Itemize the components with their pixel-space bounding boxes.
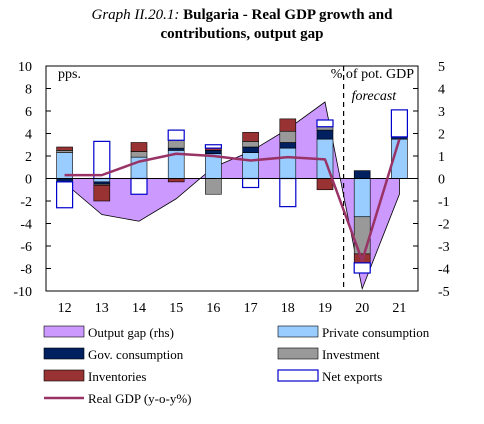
bar-net-exports-12 [55,181,74,209]
bar-private-consumption-17 [242,152,259,179]
bar-inventories-12 [56,146,73,151]
right-tick-label--4: -4 [438,263,450,278]
chart-title-line1: Bulgaria - Real GDP growth and [183,7,393,23]
left-tick-label-2: 2 [25,150,32,165]
x-tick-label-18: 18 [281,301,295,316]
real-gdp-line [64,138,401,262]
legend-label-gov-consumption: Gov. consumption [88,347,184,362]
x-tick-label-13: 13 [95,301,109,316]
bar-gov-consumption-20 [353,170,371,179]
left-tick-label--8: -8 [20,263,32,278]
forecast-label: forecast [352,89,398,104]
bar-private-consumption-20 [353,178,371,218]
right-tick-label-1: 1 [438,150,445,165]
right-tick-label-3: 3 [438,105,445,120]
legend-swatch-inventories [43,369,85,382]
bar-inventories-14 [130,142,148,152]
bar-net-exports-18 [279,177,297,208]
legend-swatch-private-consumption [277,325,319,338]
right-tick-label--2: -2 [438,218,450,233]
legend-label-net-exports: Net exports [322,369,382,384]
x-tick-label-16: 16 [206,301,220,316]
chart-title: Graph II.20.1: Bulgaria - Real GDP growt… [0,6,484,44]
right-tick-label--5: -5 [438,285,450,300]
x-tick-label-20: 20 [355,301,369,316]
left-tick-label--10: -10 [13,285,32,300]
right-tick-label--3: -3 [438,240,450,255]
legend-label-private-consumption: Private consumption [322,325,430,340]
bar-investment-14 [130,151,148,158]
left-tick-label--2: -2 [20,195,32,210]
bar-gov-consumption-18 [279,142,297,149]
legend-label-investment: Investment [322,347,380,362]
bar-inventories-18 [279,118,297,132]
bar-gov-consumption-19 [316,129,334,140]
bar-net-exports-19 [316,119,334,128]
legend-swatch-net-exports [277,369,319,382]
left-tick-label-6: 6 [25,105,32,120]
chart-title-number: Graph II.20.1: [91,7,180,23]
legend-label-output-gap-rhs: Output gap (rhs) [88,325,174,340]
x-tick-label-14: 14 [132,301,146,316]
x-tick-label-12: 12 [58,301,72,316]
right-tick-label-4: 4 [438,83,445,98]
bar-investment-18 [279,130,297,143]
bar-inventories-15 [167,178,185,183]
right-tick-label-0: 0 [438,173,445,188]
right-tick-label-2: 2 [438,128,445,143]
right-tick-label-5: 5 [438,60,445,75]
right-tick-label--1: -1 [438,195,450,210]
bar-investment-15 [167,139,185,149]
bar-gov-consumption-13 [93,181,111,185]
legend-swatch-investment [277,347,319,360]
output-gap-area [64,101,400,291]
bar-inventories-19 [316,178,334,191]
bar-gov-consumption-16 [205,150,222,155]
bar-net-exports-14 [130,177,148,195]
x-tick-label-19: 19 [318,301,332,316]
bar-net-exports-20 [353,262,371,274]
bar-net-exports-16 [204,144,222,149]
x-tick-label-17: 17 [244,301,258,316]
left-tick-label-8: 8 [25,83,32,98]
bar-inventories-13 [93,184,111,202]
bar-net-exports-15 [167,129,185,141]
bar-private-consumption-18 [279,147,297,179]
bar-investment-12 [56,150,73,153]
bar-investment-16 [205,178,222,195]
bar-net-exports-17 [242,177,260,189]
left-tick-label-10: 10 [18,60,32,75]
legend-swatch-output-gap-rhs [43,325,85,338]
x-tick-label-15: 15 [169,301,183,316]
bar-inventories-17 [242,132,259,142]
bar-investment-17 [242,141,259,148]
x-tick-label-21: 21 [392,301,406,316]
bar-gov-consumption-17 [242,146,259,153]
left-tick-label-0: 0 [25,173,32,188]
chart-title-line2: contributions, output gap [160,26,324,42]
legend-swatch-gov-consumption [43,347,85,360]
left-tick-label--4: -4 [20,218,32,233]
left-tick-label-4: 4 [25,128,32,143]
bar-gov-consumption-15 [167,147,185,151]
left-tick-label--6: -6 [20,240,32,255]
bar-net-exports-21 [390,109,408,138]
legend-label-inventories: Inventories [88,369,146,384]
left-axis-label: pps. [58,67,81,82]
legend-label-real-gdp-y-o-y: Real GDP (y-o-y%) [88,391,192,406]
right-axis-label: % of pot. GDP [331,67,414,82]
